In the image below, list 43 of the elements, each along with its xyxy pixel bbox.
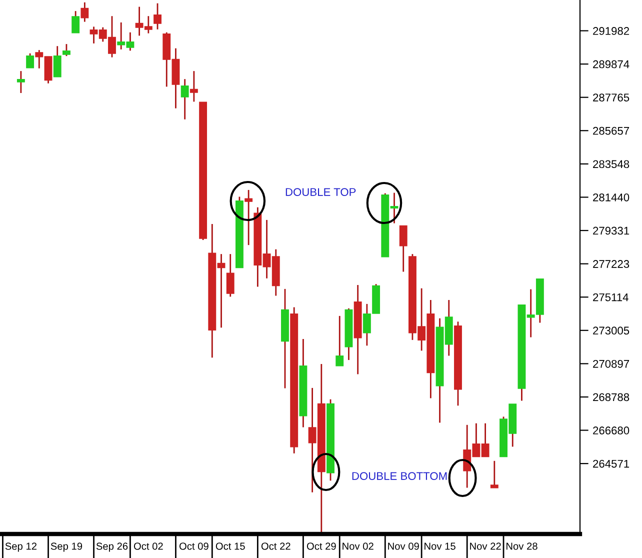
annotation: DOUBLE BOTTOM	[352, 472, 447, 480]
y-tick-label: 266680	[593, 426, 630, 434]
x-tick-label: Sep 12	[5, 542, 36, 552]
x-tick-label: Oct 29	[306, 542, 336, 550]
x-tick-label: Nov 22	[470, 542, 501, 550]
y-tick-label: 281440	[593, 193, 630, 202]
y-tick-label: 275114	[593, 293, 628, 302]
x-tick-label: Nov 02	[342, 542, 374, 550]
x-tick-label: Nov 09	[388, 542, 419, 550]
candlestick	[26, 52, 34, 68]
x-tick-label: Oct 15	[216, 542, 245, 550]
candlestick	[336, 315, 344, 366]
x-tick-label: Oct 22	[261, 542, 290, 550]
candlestick	[53, 45, 62, 78]
y-tick-label: 277223	[593, 260, 630, 268]
y-tick-label: 273005	[593, 326, 630, 335]
candlestick	[226, 253, 234, 298]
x-tick-label: Sep 19	[50, 542, 82, 552]
x-tick-label: Nov 28	[506, 542, 538, 550]
y-tick-label: 289874	[593, 60, 630, 68]
x-tick-label: Sep 26	[96, 542, 128, 552]
x-tick-label: Oct 09	[179, 542, 208, 550]
y-tick-label: 283548	[593, 160, 630, 168]
candlestick	[399, 225, 408, 272]
y-tick-label: 287765	[593, 94, 630, 102]
x-tick-label: Oct 02	[134, 542, 163, 550]
candlestick	[490, 460, 498, 488]
x-tick-label: Nov 15	[424, 542, 456, 550]
candlestick	[154, 2, 162, 30]
y-tick-label: 268788	[593, 393, 630, 402]
candlestick	[72, 10, 80, 34]
y-tick-label: 264571	[593, 460, 630, 468]
candlestick	[62, 43, 70, 57]
candlestick	[190, 70, 198, 102]
y-tick-label: 285657	[593, 126, 630, 135]
y-tick-label: 270897	[593, 360, 630, 368]
annotation: DOUBLE TOP	[286, 188, 356, 196]
candlestick	[80, 2, 89, 22]
y-tick-label: 291982	[593, 27, 630, 35]
candlestick	[16, 70, 25, 94]
candlestick	[244, 189, 253, 246]
y-tick-label: 279331	[593, 226, 630, 235]
candlestick	[180, 78, 189, 120]
